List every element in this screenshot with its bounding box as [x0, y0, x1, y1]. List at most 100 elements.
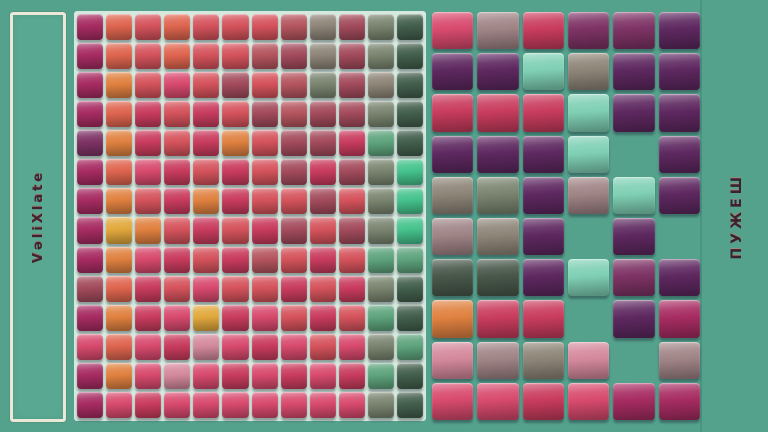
mosaic-tile: [77, 72, 104, 99]
mosaic-tile: [251, 43, 278, 70]
mosaic-tile: [164, 72, 191, 99]
mosaic-tile: [135, 391, 162, 418]
mosaic-tile: [309, 217, 336, 244]
mosaic-tile: [338, 130, 365, 157]
mosaic-tile: [164, 43, 191, 70]
mosaic-tile: [432, 53, 474, 91]
mosaic-tile: [396, 362, 423, 389]
mosaic-tile: [338, 72, 365, 99]
mosaic-tile: [338, 362, 365, 389]
mosaic-tile: [106, 391, 133, 418]
mosaic-tile: [309, 275, 336, 302]
mosaic-tile: [338, 275, 365, 302]
mosaic-tile: [309, 362, 336, 389]
mosaic-tile: [567, 12, 610, 50]
mosaic-tile: [338, 217, 365, 244]
side-panel-vertical-text: VəliXlate: [30, 170, 46, 264]
mosaic-tile: [222, 188, 249, 215]
mosaic-tile: [396, 246, 423, 273]
mosaic-tile: [477, 53, 519, 91]
mosaic-tile: [522, 135, 564, 173]
mosaic-tile: [432, 382, 474, 420]
mosaic-tile: [477, 382, 519, 420]
mosaic-tile: [309, 43, 336, 70]
mosaic-tile: [477, 12, 519, 50]
mosaic-tile: [222, 159, 249, 186]
mosaic-tile: [432, 341, 474, 379]
mosaic-tile: [396, 101, 423, 128]
mosaic-tile: [77, 391, 104, 418]
mosaic-tile: [280, 362, 307, 389]
mosaic-tile: [164, 14, 191, 41]
mosaic-tile: [164, 188, 191, 215]
mosaic-tile: [567, 176, 610, 214]
mosaic-tile: [164, 333, 191, 360]
mosaic-tile: [280, 391, 307, 418]
mosaic-tile: [193, 391, 220, 418]
mosaic-tile: [567, 53, 610, 91]
mosaic-tile: [135, 159, 162, 186]
mosaic-tile: [396, 188, 423, 215]
mosaic-tile: [106, 43, 133, 70]
mosaic-tile: [135, 72, 162, 99]
mosaic-tile: [193, 362, 220, 389]
mosaic-tile: [367, 14, 394, 41]
mosaic-tile: [164, 130, 191, 157]
mosaic-tile: [77, 304, 104, 331]
mosaic-tile: [658, 135, 700, 173]
mosaic-tile: [658, 259, 700, 297]
mosaic-tile: [309, 304, 336, 331]
mosaic-tile: [613, 94, 655, 132]
mosaic-tile: [613, 12, 655, 50]
mosaic-tile: [193, 275, 220, 302]
mosaic-tile: [658, 12, 700, 50]
mosaic-tile: [567, 341, 610, 379]
mosaic-tile: [613, 259, 655, 297]
mosaic-tile: [106, 362, 133, 389]
mosaic-tile: [251, 246, 278, 273]
mosaic-tile: [164, 391, 191, 418]
mosaic-tile: [522, 341, 564, 379]
mosaic-tile: [309, 246, 336, 273]
mosaic-tile: [77, 362, 104, 389]
mosaic-tile: [280, 43, 307, 70]
mosaic-tile: [567, 94, 610, 132]
mosaic-tile: [77, 275, 104, 302]
mosaic-tile: [222, 217, 249, 244]
mosaic-tile: [338, 304, 365, 331]
mosaic-tile: [251, 188, 278, 215]
mosaic-tile: [477, 300, 519, 338]
mosaic-tile: [193, 188, 220, 215]
mosaic-tile: [477, 341, 519, 379]
left-mosaic-grid: [74, 11, 426, 421]
mosaic-tile: [432, 176, 474, 214]
mosaic-tile: [396, 304, 423, 331]
mosaic-tile: [251, 275, 278, 302]
mosaic-tile: [193, 333, 220, 360]
mosaic-tile: [222, 14, 249, 41]
mosaic-tile: [396, 130, 423, 157]
mosaic-tile: [164, 362, 191, 389]
mosaic-tile: [193, 14, 220, 41]
mosaic-tile: [367, 101, 394, 128]
mosaic-tile: [658, 94, 700, 132]
mosaic-tile: [367, 391, 394, 418]
right-margin-divider: [700, 0, 702, 432]
mosaic-tile: [135, 333, 162, 360]
mosaic-tile: [164, 101, 191, 128]
right-margin: ПУЖЕШ: [706, 0, 768, 432]
mosaic-tile: [251, 159, 278, 186]
mosaic-tile: [367, 130, 394, 157]
mosaic-tile: [338, 159, 365, 186]
mosaic-tile: [106, 72, 133, 99]
mosaic-tile: [367, 159, 394, 186]
mosaic-tile: [106, 304, 133, 331]
mosaic-tile: [280, 130, 307, 157]
mosaic-tile: [477, 135, 519, 173]
mosaic-tile: [367, 217, 394, 244]
mosaic-tile: [251, 101, 278, 128]
mosaic-tile: [193, 130, 220, 157]
mosaic-tile: [367, 188, 394, 215]
mosaic-tile: [222, 72, 249, 99]
mosaic-tile: [251, 304, 278, 331]
